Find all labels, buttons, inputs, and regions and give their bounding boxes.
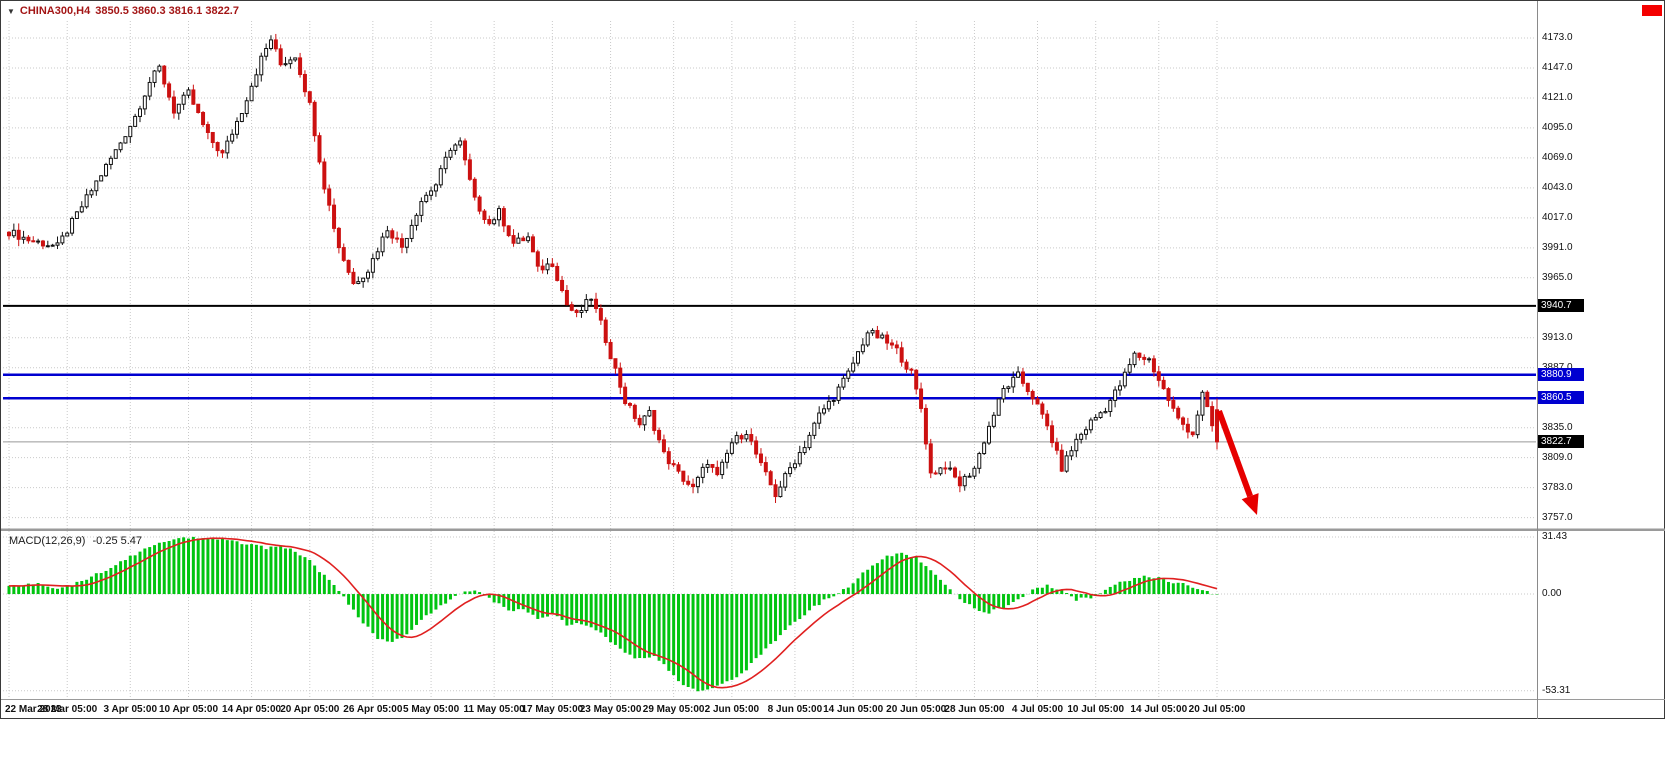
chart-canvas[interactable] [1, 1, 1665, 720]
chart-dropdown-icon[interactable]: ▼ [7, 6, 15, 16]
price-badge: 3822.7 [1538, 434, 1584, 448]
macd-current-values: -0.25 5.47 [92, 535, 143, 547]
time-tick-label: 14 Apr 05:00 [222, 704, 282, 715]
time-tick-label: 10 Jul 05:00 [1067, 704, 1125, 715]
horizontal-level-lines[interactable] [3, 304, 1536, 443]
price-tick-label: 4043.0 [1542, 181, 1573, 193]
price-axis[interactable]: 4173.0 4147.0 4121.0 4095.0 4069.0 4043.0 4017… [1538, 1, 1665, 720]
trend-arrow[interactable] [1216, 409, 1259, 515]
time-tick-label: 4 Jul 05:00 [1011, 704, 1064, 715]
price-tick-label: 3887.0 [1542, 362, 1573, 374]
price-tick-label: 3835.0 [1542, 421, 1573, 433]
time-tick-label: 28 Jun 05:00 [944, 704, 1005, 715]
time-tick-label: 26 Apr 05:00 [343, 704, 403, 715]
price-tick-label: 4069.0 [1542, 151, 1573, 163]
price-tick-label: 4121.0 [1542, 91, 1573, 103]
time-tick-label: 10 Apr 05:00 [158, 704, 219, 715]
macd-indicator-label: MACD(12,26,9) -0.25 5.47 [9, 535, 146, 547]
time-tick-label: 20 Jun 05:00 [886, 704, 947, 715]
time-tick-label: 14 Jun 05:00 [823, 704, 884, 715]
price-tick-label: 4017.0 [1542, 211, 1573, 223]
macd-scale-label: 0.00 [1542, 588, 1562, 600]
price-tick-label: 3965.0 [1542, 271, 1573, 283]
time-tick-label: 29 May 05:00 [642, 704, 705, 715]
symbol-info-bar: ▼ CHINA300,H4 3850.5 3860.3 3816.1 3822.… [7, 5, 239, 17]
price-badge: 3860.5 [1538, 391, 1584, 405]
time-tick-label: 20 Apr 05:00 [280, 704, 340, 715]
candlesticks [7, 33, 1219, 503]
time-tick-label: 17 May 05:00 [521, 704, 584, 715]
time-tick-label: 22 Mar 2023 [5, 704, 62, 715]
time-tick-label: 23 May 05:00 [579, 704, 642, 715]
price-tick-label: 3757.0 [1542, 511, 1573, 523]
time-tick-label: 28 Mar 05:00 [37, 704, 98, 715]
time-tick-label: 3 Apr 05:00 [103, 704, 158, 715]
price-badge: 3880.9 [1538, 367, 1584, 381]
time-axis[interactable]: 22 Mar 2023 28 Mar 05:00 3 Apr 05:00 10 Apr… [1, 701, 1537, 719]
macd-signal-line [8, 537, 1218, 689]
ohlc-values: 3850.5 3860.3 3816.1 3822.7 [95, 5, 239, 17]
macd-histogram [7, 536, 1219, 692]
price-tick-label: 3809.0 [1542, 451, 1573, 463]
time-tick-label: 8 Jun 05:00 [767, 704, 823, 715]
trading-chart-window: ▼ CHINA300,H4 3850.5 3860.3 3816.1 3822.… [0, 0, 1665, 719]
price-tick-label: 3783.0 [1542, 481, 1573, 493]
panel-divider[interactable] [1, 527, 1665, 532]
price-tick-label: 3991.0 [1542, 241, 1573, 253]
price-tick-label: 4147.0 [1542, 61, 1573, 73]
symbol-timeframe-label: CHINA300,H4 [19, 5, 91, 17]
time-tick-label: 14 Jul 05:00 [1130, 704, 1188, 715]
time-tick-label: 2 Jun 05:00 [704, 704, 760, 715]
time-tick-label: 5 May 05:00 [402, 704, 460, 715]
macd-scale-label: -53.31 [1542, 684, 1571, 696]
macd-name: MACD(12,26,9) [9, 535, 86, 547]
time-tick-label: 20 Jul 05:00 [1188, 704, 1246, 715]
price-badge: 3940.7 [1538, 298, 1584, 312]
macd-scale-label: 31.43 [1542, 531, 1568, 543]
time-tick-label: 11 May 05:00 [463, 704, 525, 715]
red-rectangle-marker [1642, 5, 1662, 16]
panel-separators [1, 1, 1665, 719]
price-tick-label: 3913.0 [1542, 331, 1573, 343]
price-tick-label: 4173.0 [1542, 31, 1573, 43]
price-tick-label: 4095.0 [1542, 121, 1573, 133]
